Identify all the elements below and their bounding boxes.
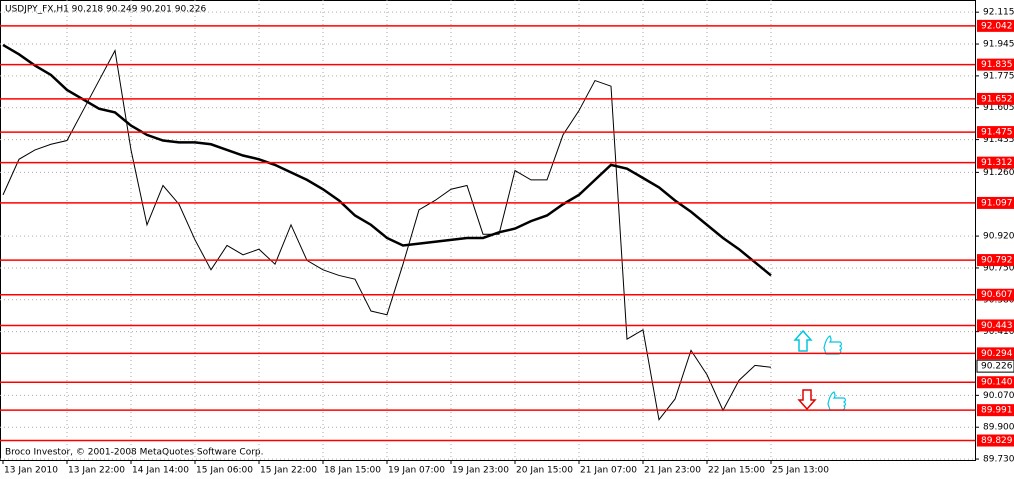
buy-arrow (793, 329, 843, 355)
level-label: 90.294 (981, 349, 1013, 359)
level-label: 91.652 (981, 94, 1013, 104)
level-label: 89.829 (981, 436, 1013, 446)
level-label: 91.312 (981, 158, 1013, 168)
level-label-box (977, 434, 1014, 447)
y-tick-label: 91.775 (983, 71, 1014, 81)
x-tick-label: 15 Jan 06:00 (196, 466, 253, 476)
level-label-box (977, 126, 1014, 139)
x-tick-label: 21 Jan 23:00 (644, 466, 701, 476)
x-tick-label: 22 Jan 15:00 (708, 466, 765, 476)
y-tick-label: 90.410 (983, 327, 1014, 337)
level-label: 90.607 (981, 290, 1013, 300)
x-tick-label: 14 Jan 14:00 (132, 466, 189, 476)
y-tick-label: 89.900 (983, 423, 1014, 433)
y-tick-label: 89.730 (983, 455, 1014, 465)
level-label-box (977, 19, 1014, 32)
x-tick-label: 18 Jan 15:00 (324, 466, 381, 476)
current-price-box (976, 359, 1014, 373)
level-label: 90.443 (981, 321, 1013, 331)
y-tick-label: 91.945 (983, 40, 1014, 50)
x-tick-label: 13 Jan 2010 (4, 466, 58, 476)
price-line (2, 49, 772, 421)
current-price-label: 90.226 (981, 362, 1013, 372)
level-label: 89.991 (981, 406, 1013, 416)
y-tick-label: 91.435 (983, 135, 1014, 145)
y-tick-label: 90.750 (983, 263, 1014, 273)
level-label-box (977, 58, 1014, 71)
x-tick-label: 21 Jan 07:00 (580, 466, 637, 476)
level-label-box (977, 376, 1014, 389)
y-tick-label: 90.920 (983, 232, 1014, 242)
x-tick-label: 13 Jan 22:00 (68, 466, 125, 476)
x-tick-label: 20 Jan 15:00 (516, 466, 573, 476)
x-tick-label: 25 Jan 13:00 (772, 466, 829, 476)
x-tick-label: 19 Jan 07:00 (388, 466, 445, 476)
level-label: 90.140 (981, 378, 1013, 388)
x-tick-label: 19 Jan 23:00 (452, 466, 509, 476)
level-label-box (977, 196, 1014, 209)
level-label: 91.475 (981, 128, 1013, 138)
level-label: 90.792 (981, 256, 1013, 266)
level-label-box (977, 404, 1014, 417)
y-tick-label: 91.605 (983, 103, 1014, 113)
chart-title: USDJPY_FX,H1 90.218 90.249 90.201 90.226 (5, 5, 206, 15)
level-label-box (977, 288, 1014, 301)
y-tick-label: 92.115 (983, 8, 1014, 18)
level-label: 92.042 (981, 21, 1013, 31)
level-label-box (977, 254, 1014, 267)
footer: Broco Investor, © 2001-2008 MetaQuotes S… (5, 448, 264, 458)
y-tick-label: 91.260 (983, 168, 1014, 178)
level-label-box (977, 319, 1014, 332)
y-tick-label: 90.070 (983, 391, 1014, 401)
level-label: 91.097 (981, 198, 1013, 208)
plot-border (0, 0, 976, 461)
sell-arrow (797, 389, 847, 411)
level-label-box (977, 347, 1014, 360)
level-label: 91.835 (981, 60, 1013, 70)
x-tick-label: 15 Jan 22:00 (260, 466, 317, 476)
price-line (2, 43, 772, 277)
level-label-box (977, 92, 1014, 105)
level-label-box (977, 156, 1014, 169)
